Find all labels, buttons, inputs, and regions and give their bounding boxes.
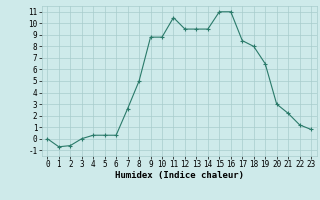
X-axis label: Humidex (Indice chaleur): Humidex (Indice chaleur) [115, 171, 244, 180]
